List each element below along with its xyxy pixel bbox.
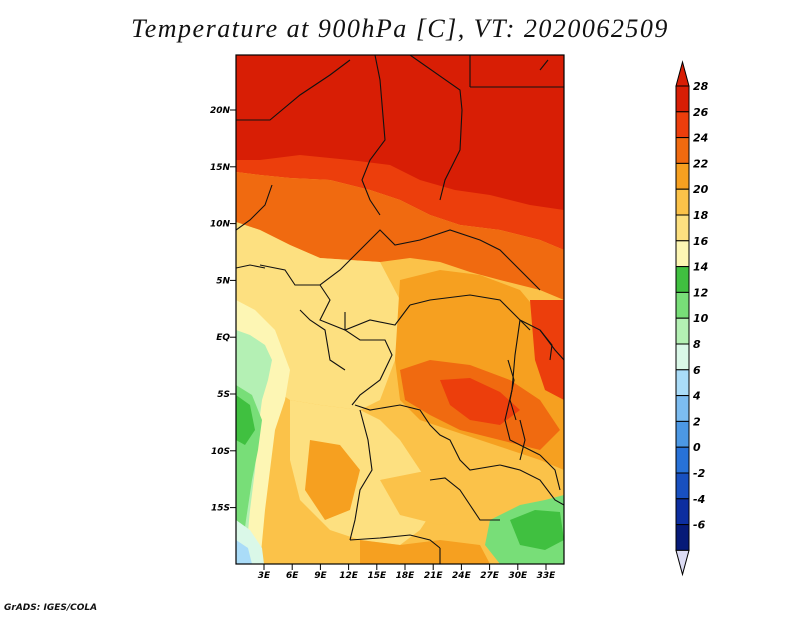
colorbar-label: -6 — [693, 519, 706, 532]
colorbar-label: 18 — [693, 209, 709, 222]
colorbar-swatch — [675, 472, 690, 500]
colorbar-swatch — [675, 420, 690, 448]
lon-label: 18E — [396, 571, 416, 581]
colorbar-label: -4 — [693, 493, 705, 506]
colorbar-label: 12 — [693, 286, 709, 299]
colorbar-swatch — [675, 240, 690, 268]
colorbar-label: 26 — [693, 106, 709, 119]
colorbar-label: 28 — [693, 80, 709, 93]
lat-label: EQ — [216, 333, 230, 343]
colorbar-swatch — [675, 162, 690, 190]
colorbar-label: 20 — [693, 183, 709, 196]
longitude-axis: 3E 6E 9E 12E 15E 18E 21E 24E 27E 30E 33E — [258, 564, 556, 581]
colorbar-swatch — [675, 85, 690, 113]
lon-label: 21E — [424, 571, 444, 581]
colorbar-label: 10 — [693, 312, 709, 325]
map-frame — [235, 54, 565, 565]
lat-label: 10S — [211, 447, 230, 457]
colorbar-bottom-arrow — [675, 549, 690, 577]
colorbar-swatch — [675, 137, 690, 164]
colorbar-swatch — [675, 266, 690, 293]
colorbar-swatch — [675, 369, 690, 397]
lon-label: 30E — [508, 571, 528, 581]
latitude-axis: 20N 15N 10N 5N EQ 5S 10S 15S — [210, 106, 236, 514]
colorbar-label: 22 — [693, 157, 709, 170]
colorbar-label: 4 — [692, 390, 701, 403]
colorbar-swatch — [675, 291, 690, 319]
lon-label: 3E — [258, 571, 271, 581]
colorbar-swatch — [675, 214, 690, 242]
lat-label: 15N — [210, 163, 231, 173]
colorbar-swatch — [675, 111, 690, 139]
lon-label: 9E — [314, 571, 327, 581]
lon-label: 33E — [537, 571, 557, 581]
lon-label: 27E — [480, 571, 500, 581]
colorbar-swatch — [675, 188, 690, 216]
colorbar-label: 14 — [693, 261, 708, 274]
lat-label: 10N — [210, 220, 231, 230]
colorbar-label: 2 — [693, 415, 701, 428]
lat-label: 5N — [216, 276, 230, 286]
lon-label: 12E — [339, 571, 359, 581]
colorbar-swatch — [675, 395, 690, 422]
country-borders — [236, 55, 564, 564]
chart-title: Temperature at 900hPa [C], VT: 202006250… — [131, 14, 669, 43]
lon-label: 6E — [286, 571, 299, 581]
colorbar-swatch — [675, 498, 690, 526]
lat-label: 5S — [217, 390, 230, 400]
lon-label: 15E — [367, 571, 387, 581]
colorbar-label: 8 — [693, 338, 701, 351]
grads-credit: GrADS: IGES/COLA — [4, 603, 98, 613]
colorbar-top-arrow — [675, 60, 690, 87]
colorbar-swatch — [675, 317, 690, 345]
colorbar-swatch — [675, 446, 690, 474]
temperature-field — [236, 55, 564, 564]
colorbar-label: 0 — [693, 441, 701, 454]
colorbar-label: -2 — [693, 467, 706, 480]
colorbar-swatch — [675, 343, 690, 371]
lat-label: 15S — [211, 504, 230, 514]
lon-label: 24E — [452, 571, 472, 581]
colorbar-label: 6 — [693, 364, 701, 377]
colorbar-label: 24 — [693, 132, 708, 145]
colorbar-label: 16 — [693, 235, 709, 248]
colorbar-swatch — [675, 524, 690, 551]
lat-label: 20N — [210, 106, 231, 116]
